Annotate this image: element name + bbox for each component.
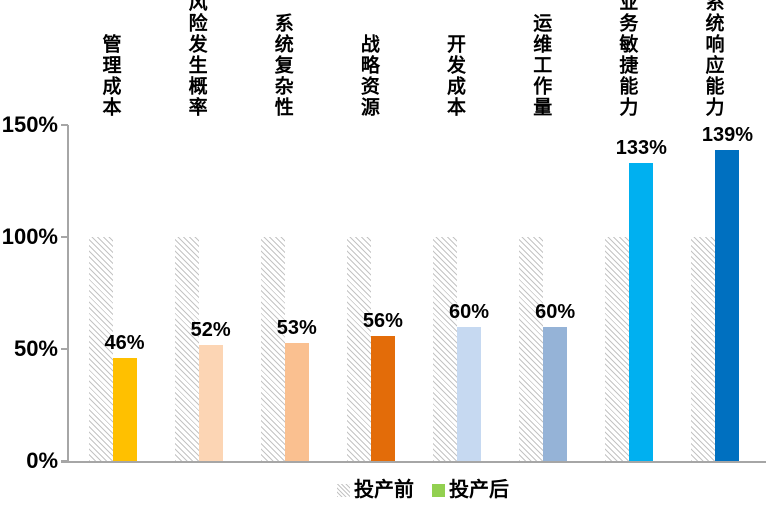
bar-before (174, 237, 199, 462)
category-label: 系统响应能力 (702, 0, 724, 118)
legend-item-after: 投产后 (432, 478, 509, 502)
bar-value-label: 52% (190, 318, 231, 341)
bar-value-label: 56% (362, 309, 403, 332)
bar-value-label: 53% (276, 316, 317, 339)
y-tick-label-100: 100% (1, 224, 58, 249)
y-tick-label-50: 50% (13, 336, 58, 361)
bar-value-label: 60% (449, 300, 490, 323)
bar-after (715, 149, 740, 462)
y-tick-mark (61, 348, 68, 350)
category-label: 开发成本 (444, 34, 466, 118)
bar-before (691, 237, 716, 462)
category-label: 系统复杂性 (271, 13, 293, 118)
category-label: 风险发生概率 (185, 0, 207, 118)
bar-value-label: 139% (701, 123, 754, 146)
bar-before (605, 237, 630, 462)
x-axis-line (61, 461, 766, 463)
bar-before (519, 237, 544, 462)
y-tick-mark (61, 124, 68, 126)
y-axis-line (67, 125, 69, 462)
category-label: 运维工作量 (530, 13, 552, 118)
bar-after (198, 344, 223, 462)
bar-after (457, 326, 482, 462)
legend-swatch-green-icon (432, 483, 445, 497)
bar-value-label: 133% (615, 137, 667, 160)
y-tick-mark (61, 236, 68, 238)
bar-before (346, 237, 371, 462)
bar-before (88, 237, 113, 462)
category-label: 管理成本 (99, 34, 121, 118)
y-tick-mark (61, 460, 68, 462)
chart-legend: 投产前 投产后 (337, 478, 509, 502)
legend-item-before: 投产前 (337, 478, 414, 502)
legend-label-after: 投产后 (449, 479, 509, 501)
bar-before (260, 237, 285, 462)
bar-value-label: 60% (535, 300, 576, 323)
legend-swatch-hatched-icon (337, 483, 350, 497)
y-tick-label-0: 0% (26, 448, 58, 473)
bar-after (543, 326, 568, 462)
legend-label-before: 投产前 (354, 479, 414, 501)
bar-after (629, 163, 654, 462)
bar-after (370, 335, 395, 462)
category-label: 业务敏捷能力 (616, 0, 638, 118)
bar-after (112, 358, 137, 462)
y-tick-label-150: 150% (1, 112, 58, 137)
bar-value-label: 46% (104, 332, 145, 355)
bar-before (433, 237, 458, 462)
category-label: 战略资源 (357, 34, 379, 118)
bar-after (284, 342, 309, 462)
